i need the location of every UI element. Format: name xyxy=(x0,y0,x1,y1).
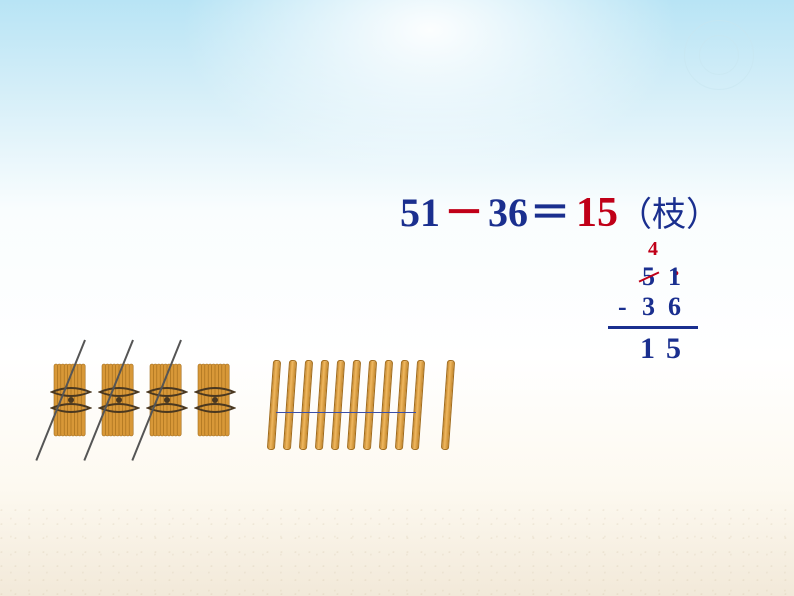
subtrahend-tens: 3 xyxy=(642,292,661,322)
loose-stick xyxy=(331,360,345,450)
loose-stick xyxy=(283,360,297,450)
loose-stick xyxy=(379,360,393,450)
loose-stick xyxy=(299,360,313,450)
equation-row: 51 － 36 ＝ 15 （枝） xyxy=(400,180,720,238)
loose-stick xyxy=(347,360,361,450)
equation-unit: （枝） xyxy=(618,187,720,236)
vertical-subtraction: 4 . 5 1 - 3 6 1 5 xyxy=(600,238,720,388)
sky-glow xyxy=(180,0,680,180)
minuend-ones: 1 xyxy=(668,262,687,292)
loose-stick xyxy=(315,360,329,450)
loose-stick xyxy=(267,360,281,450)
loose-stick xyxy=(363,360,377,450)
subtraction-line xyxy=(608,326,698,329)
bundle xyxy=(98,360,136,440)
result-ones: 5 xyxy=(666,332,687,366)
equation-answer: 15 xyxy=(576,189,618,237)
bundle xyxy=(50,360,88,440)
sun-ring-inner xyxy=(699,35,739,75)
borrow-digit: 4 xyxy=(648,238,658,261)
sand-texture xyxy=(0,506,794,596)
equation-minuend: 51 xyxy=(400,189,440,236)
minus-sign: - xyxy=(618,292,627,322)
loose-stick xyxy=(411,360,425,450)
subtrahend-ones: 6 xyxy=(668,292,687,322)
result-tens: 1 xyxy=(640,332,661,366)
bundle xyxy=(194,360,232,440)
equation-operator: － xyxy=(444,180,484,238)
loose-stick xyxy=(395,360,409,450)
sun-ring-outer xyxy=(684,20,754,90)
stick-divider xyxy=(276,412,416,413)
equation-subtrahend: 36 xyxy=(488,189,528,236)
equation-equals: ＝ xyxy=(530,180,570,238)
loose-stick xyxy=(441,360,455,450)
bundle xyxy=(146,360,184,440)
